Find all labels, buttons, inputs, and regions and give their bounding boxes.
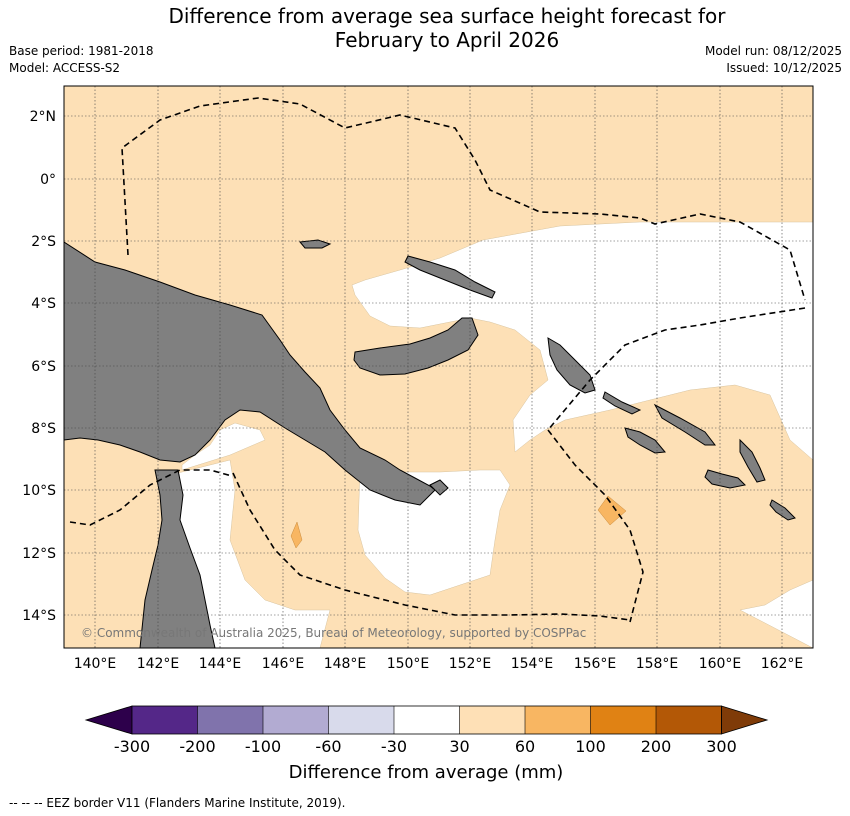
anomaly-patch-60-100-a <box>597 495 627 526</box>
lat-label: 4°S <box>31 296 56 312</box>
colorbar-segment <box>590 706 656 734</box>
issued-date: Issued: 10/12/2025 <box>726 61 842 75</box>
colorbar-segment <box>328 706 394 734</box>
lon-label: 150°E <box>387 656 430 672</box>
colorbar-segment <box>197 706 263 734</box>
eez-png-southeast <box>547 307 806 431</box>
eez-png-south <box>547 429 644 623</box>
land-new-ireland <box>404 255 496 299</box>
land-bougainville <box>547 337 596 394</box>
land-choiseul <box>602 391 642 415</box>
colorbar-tick: 300 <box>706 737 737 756</box>
lon-label: 158°E <box>636 656 679 672</box>
eez-torres-strait <box>69 469 233 526</box>
graticule <box>64 86 813 648</box>
lon-label: 144°E <box>199 656 242 672</box>
lat-label: 0° <box>40 172 56 188</box>
eez-coral-sea <box>232 472 631 621</box>
land-australia-cape-york <box>139 469 216 648</box>
colorbar-arrow-high <box>721 705 769 735</box>
colorbar-tick: -30 <box>381 737 407 756</box>
lat-label: 2°N <box>30 109 56 125</box>
lon-labels: 140°E 142°E 144°E 146°E 148°E 150°E 152°… <box>74 656 804 672</box>
model-run: Model run: 08/12/2025 <box>704 44 842 58</box>
lat-label: 14°S <box>22 608 56 624</box>
colorbar-segment <box>656 706 722 734</box>
lat-label: 10°S <box>22 483 56 499</box>
land-malaita <box>739 438 766 483</box>
colorbar-tick: 100 <box>575 737 606 756</box>
colorbar-tick: 60 <box>515 737 535 756</box>
lat-label: 2°S <box>31 234 56 250</box>
land-makira <box>769 499 796 521</box>
colorbar-segment <box>263 706 329 734</box>
base-period: Base period: 1981-2018 <box>9 44 154 58</box>
lon-label: 152°E <box>449 656 492 672</box>
lat-label: 12°S <box>22 546 56 562</box>
lon-label: 154°E <box>511 656 554 672</box>
eez-legend: -- -- -- EEZ border V11 (Flanders Marine… <box>9 796 346 810</box>
map-area: © Commonwealth of Australia 2025, Bureau… <box>64 86 813 648</box>
lat-labels: 2°N 0° 2°S 4°S 6°S 8°S 10°S 12°S 14°S <box>22 109 56 624</box>
model-name: Model: ACCESS-S2 <box>9 61 121 75</box>
colorbar-tick: -60 <box>315 737 341 756</box>
colorbar-arrow-low <box>84 705 133 735</box>
land-guadalcanal <box>704 469 747 489</box>
lat-label: 6°S <box>31 359 56 375</box>
colorbar-label: Difference from average (mm) <box>289 762 564 783</box>
lon-label: 146°E <box>262 656 305 672</box>
lon-label: 162°E <box>761 656 804 672</box>
land-new-georgia <box>624 427 666 454</box>
colorbar-tick: -200 <box>179 737 215 756</box>
meta-right: Model run: 08/12/2025 Issued: 10/12/2025 <box>705 43 842 77</box>
colorbar-segment <box>525 706 591 734</box>
title-line-1: Difference from average sea surface heig… <box>168 4 726 28</box>
meta-left: Base period: 1981-2018 Model: ACCESS-S2 <box>9 43 154 77</box>
colorbar-tick: 200 <box>641 737 672 756</box>
lat-label: 8°S <box>31 421 56 437</box>
land-new-britain <box>353 317 479 376</box>
neutral-region-southeast <box>739 579 813 648</box>
lon-label: 156°E <box>574 656 617 672</box>
colorbar-segment <box>132 706 198 734</box>
neutral-region-gulf <box>181 422 266 471</box>
lon-label: 142°E <box>137 656 180 672</box>
chart-title: Difference from average sea surface heig… <box>0 4 850 52</box>
land-new-guinea <box>64 241 436 506</box>
colorbar: -300 -200 -100 -60 -30 30 60 100 200 300… <box>84 705 769 783</box>
lon-label: 160°E <box>699 656 742 672</box>
land-trobriand-islands <box>429 479 449 496</box>
anomaly-patch-60-100-b <box>290 521 303 549</box>
colorbar-segment <box>394 706 460 734</box>
colorbar-segment <box>459 706 525 734</box>
colorbar-tick: -100 <box>245 737 281 756</box>
neutral-region-coral-sea <box>357 469 511 596</box>
eez-borders <box>69 97 806 623</box>
lon-label: 140°E <box>74 656 117 672</box>
lon-label: 148°E <box>324 656 367 672</box>
copyright-text: © Commonwealth of Australia 2025, Bureau… <box>81 626 586 640</box>
eez-png-north <box>121 97 806 301</box>
land-santa-isabel <box>653 403 717 446</box>
colorbar-tick: -300 <box>114 737 150 756</box>
land-manus <box>299 239 332 249</box>
colorbar-tick: 30 <box>449 737 469 756</box>
title-line-2: February to April 2026 <box>334 28 560 52</box>
map-frame <box>63 85 814 649</box>
